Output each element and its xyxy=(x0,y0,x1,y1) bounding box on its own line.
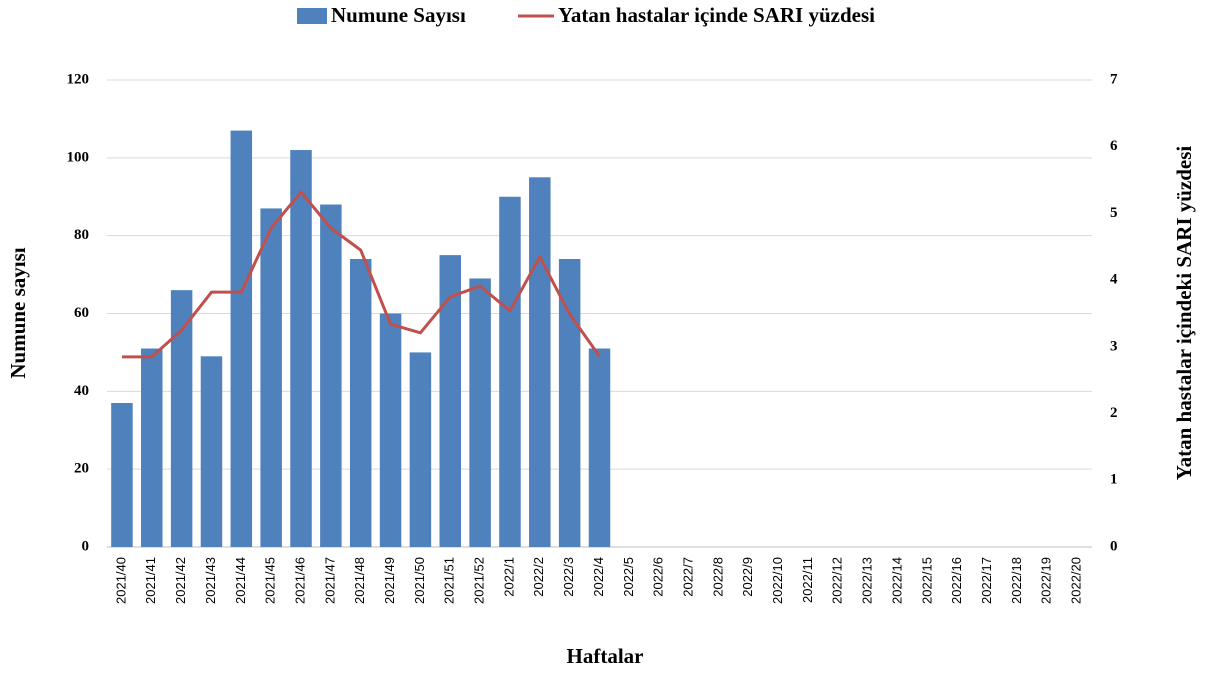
x-tick-label: 2022/19 xyxy=(1039,557,1054,604)
y-axis-title: Numune sayısı xyxy=(6,247,30,378)
x-tick-label: 2021/48 xyxy=(352,557,367,604)
bar xyxy=(230,130,253,547)
y2-axis-title: Yatan hastalar içindeki SARI yüzdesi xyxy=(1172,146,1196,481)
bar xyxy=(499,196,521,547)
x-tick-label: 2022/10 xyxy=(770,557,785,604)
y-tick-label: 100 xyxy=(67,149,90,165)
x-tick-label: 2022/17 xyxy=(979,557,994,604)
x-tick-label: 2022/16 xyxy=(949,557,964,604)
x-tick-label: 2022/18 xyxy=(1009,557,1024,604)
bar xyxy=(469,278,491,547)
y2-tick-label: 5 xyxy=(1110,205,1118,221)
y2-tick-label: 1 xyxy=(1110,472,1118,488)
x-tick-label: 2022/12 xyxy=(830,557,845,604)
x-tick-label: 2022/14 xyxy=(889,557,904,604)
x-tick-label: 2022/8 xyxy=(710,557,725,597)
bar xyxy=(170,290,193,547)
bar xyxy=(409,352,432,547)
bar xyxy=(588,348,611,547)
x-tick-label: 2022/7 xyxy=(680,557,695,597)
x-tick-label: 2022/20 xyxy=(1069,557,1084,604)
x-tick-label: 2021/40 xyxy=(113,557,128,604)
x-tick-label: 2022/6 xyxy=(651,557,666,597)
bar xyxy=(439,255,462,547)
x-tick-label: 2021/51 xyxy=(442,557,457,604)
bar xyxy=(260,208,282,548)
y2-tick-label: 6 xyxy=(1110,138,1118,154)
bar xyxy=(320,204,342,548)
y2-tick-label: 0 xyxy=(1110,538,1118,554)
line xyxy=(121,190,601,359)
y-tick-label: 0 xyxy=(82,538,90,554)
x-tick-label: 2021/41 xyxy=(143,557,158,604)
x-tick-label: 2021/52 xyxy=(472,557,487,604)
x-tick-label: 2022/9 xyxy=(740,557,755,597)
bar xyxy=(349,259,372,547)
x-tick-label: 2022/13 xyxy=(860,557,875,604)
x-tick-label: 2021/42 xyxy=(173,557,188,604)
x-tick-label: 2022/2 xyxy=(531,557,546,597)
y-tick-label: 60 xyxy=(74,305,89,321)
y-tick-label: 120 xyxy=(67,71,90,87)
x-tick-label: 2021/50 xyxy=(412,557,427,604)
y2-tick-label: 3 xyxy=(1110,338,1118,354)
x-tick-label: 2021/45 xyxy=(263,557,278,604)
x-tick-label: 2022/1 xyxy=(501,557,516,597)
y2-tick-label: 7 xyxy=(1110,71,1118,87)
x-tick-label: 2021/47 xyxy=(322,557,337,604)
bar xyxy=(529,177,551,547)
legend-label: Numune Sayısı xyxy=(331,3,466,27)
x-tick-label: 2021/44 xyxy=(233,557,248,604)
y-tick-label: 20 xyxy=(74,461,89,477)
bar xyxy=(200,356,223,547)
bar xyxy=(290,150,312,548)
y2-tick-label: 2 xyxy=(1110,405,1118,421)
y-tick-label: 80 xyxy=(74,227,89,243)
x-tick-label: 2022/3 xyxy=(561,557,576,597)
x-tick-label: 2022/15 xyxy=(919,557,934,604)
bar xyxy=(558,259,581,547)
x-tick-label: 2022/4 xyxy=(591,557,606,597)
x-tick-label: 2021/49 xyxy=(382,557,397,604)
y2-tick-label: 4 xyxy=(1110,272,1118,288)
x-tick-label: 2022/5 xyxy=(621,557,636,597)
bar xyxy=(379,313,402,547)
x-tick-label: 2022/11 xyxy=(800,557,815,603)
legend-label: Yatan hastalar içinde SARI yüzdesi xyxy=(558,3,875,27)
legend-swatch xyxy=(297,8,327,24)
bar xyxy=(111,403,133,547)
x-axis-title: Haftalar xyxy=(567,644,644,668)
bar xyxy=(141,348,163,547)
x-tick-label: 2021/43 xyxy=(203,557,218,604)
x-tick-label: 2021/46 xyxy=(292,557,307,604)
y-tick-label: 40 xyxy=(74,383,89,399)
